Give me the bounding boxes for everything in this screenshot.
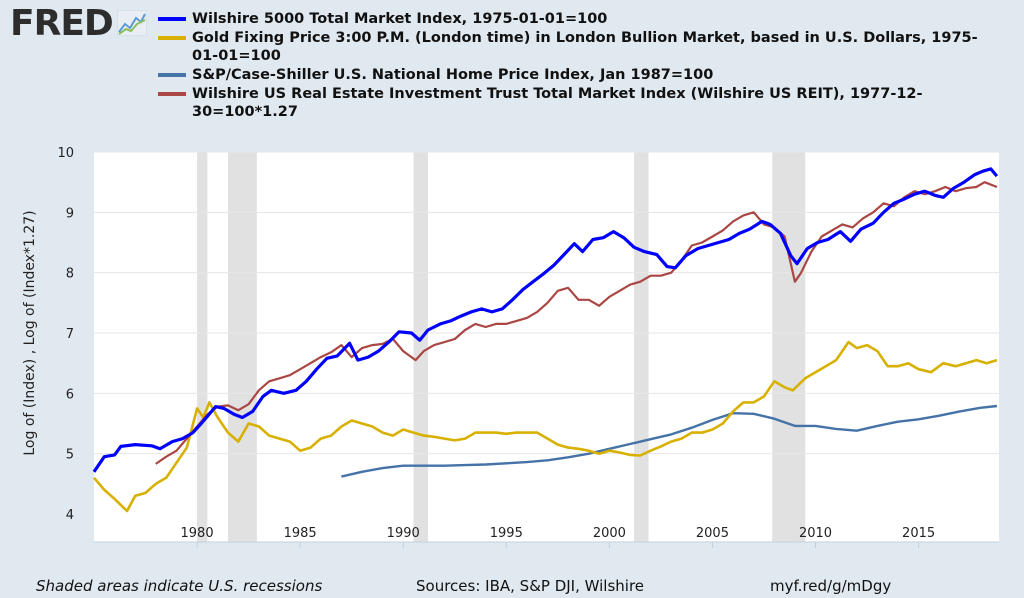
axes: 4 5 6 7 8 9 10 1980 1985 1990 1995 2000 2005 2010 2015… xyxy=(22,146,999,548)
y-axis-label: Log of (Index) , Log of (Index*1.27) xyxy=(22,210,38,455)
legend-item-wilshire-5000: Wilshire 5000 Total Market Index, 1975-0… xyxy=(158,10,998,28)
x-tick-label: 1980 xyxy=(181,526,214,541)
legend-label: Wilshire US Real Estate Investment Trust… xyxy=(192,86,923,120)
sources-text: Sources: IBA, S&P DJI, Wilshire xyxy=(416,577,645,595)
y-tick-label: 6 xyxy=(66,387,74,402)
legend-swatch xyxy=(158,17,186,21)
recession-note: Shaded areas indicate U.S. recessions xyxy=(36,577,323,595)
x-tick-label: 2010 xyxy=(799,526,832,541)
x-tick-label: 1995 xyxy=(490,526,523,541)
legend-swatch xyxy=(158,36,186,40)
x-tick-label: 2005 xyxy=(696,526,729,541)
recession-band xyxy=(413,152,428,542)
legend-swatch xyxy=(158,92,186,96)
legend-item-reit: Wilshire US Real Estate Investment Trust… xyxy=(158,85,998,121)
x-tick-label: 2015 xyxy=(902,526,935,541)
x-tick-label: 2000 xyxy=(593,526,626,541)
y-tick-label: 7 xyxy=(66,327,74,342)
logo-text: FRED xyxy=(10,3,114,44)
y-tick-label: 9 xyxy=(66,206,74,221)
legend-label: Wilshire 5000 Total Market Index, 1975-0… xyxy=(192,11,608,27)
chart-trend-icon xyxy=(116,10,147,36)
fred-logo: FRED xyxy=(10,4,147,44)
short-url-link[interactable]: myf.red/g/mDgy xyxy=(770,577,892,595)
recession-band xyxy=(227,152,257,542)
wilshire-5000-line xyxy=(92,167,999,473)
recession-band xyxy=(634,152,649,542)
recession-band xyxy=(197,152,208,542)
legend-item-gold: Gold Fixing Price 3:00 P.M. (London time… xyxy=(158,29,998,65)
x-tick-label: 1990 xyxy=(387,526,420,541)
legend-item-case-shiller: S&P/Case-Shiller U.S. National Home Pric… xyxy=(158,66,998,84)
recession-bands xyxy=(197,152,806,542)
y-tick-label: 10 xyxy=(57,146,74,161)
gold-price-line xyxy=(93,340,998,513)
case-shiller-line xyxy=(341,404,998,478)
legend-label: Gold Fixing Price 3:00 P.M. (London time… xyxy=(192,30,978,64)
x-tick-label: 1985 xyxy=(284,526,317,541)
recession-band xyxy=(772,152,806,542)
legend-label: S&P/Case-Shiller U.S. National Home Pric… xyxy=(192,67,714,83)
wilshire-reit-line xyxy=(155,181,998,465)
y-tick-label: 5 xyxy=(66,448,74,463)
y-tick-label: 8 xyxy=(66,267,74,282)
y-tick-label: 4 xyxy=(66,508,74,523)
legend: Wilshire 5000 Total Market Index, 1975-0… xyxy=(158,10,998,122)
legend-swatch xyxy=(158,73,186,77)
series-lines xyxy=(92,167,999,513)
